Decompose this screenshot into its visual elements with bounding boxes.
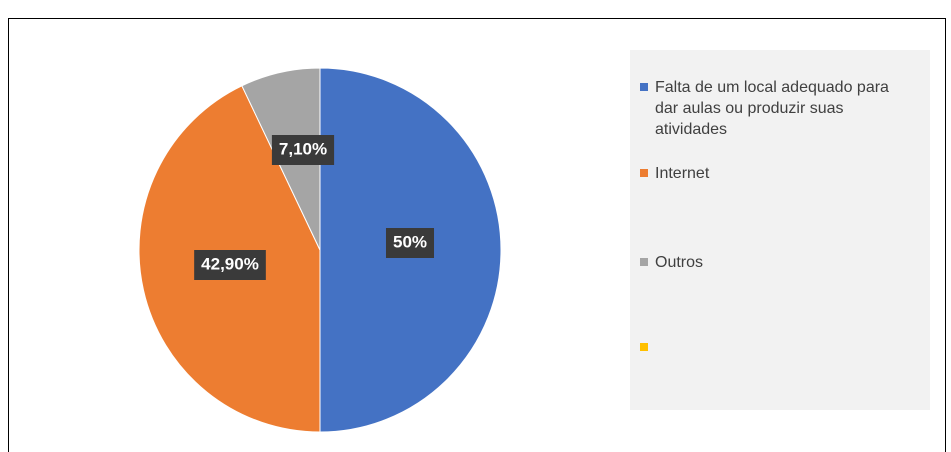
legend-entry: Outros [640,252,900,273]
legend-swatch [640,258,648,266]
legend-label: Outros [655,254,704,271]
legend-swatch [640,169,648,177]
legend: Falta de um local adequado para dar aula… [630,50,930,410]
legend-entry: Internet [640,163,900,184]
data-label-group: 42,90% [194,250,266,280]
data-label: 42,90% [201,254,259,273]
data-label-box [194,250,266,280]
data-label-group: 7,10% [271,135,335,165]
legend-swatch [640,83,648,91]
legend-label: Internet [655,165,710,182]
data-label-group: 50% [385,228,435,258]
data-label-box [385,228,435,258]
legend-swatch [640,343,648,351]
legend-label: Falta de um local adequado para dar aula… [655,79,889,138]
chart-frame [8,18,946,452]
data-label: 7,10% [279,139,327,158]
data-label: 50% [393,232,427,251]
data-label-box [271,135,335,165]
legend-entry: Falta de um local adequado para dar aula… [640,77,900,140]
